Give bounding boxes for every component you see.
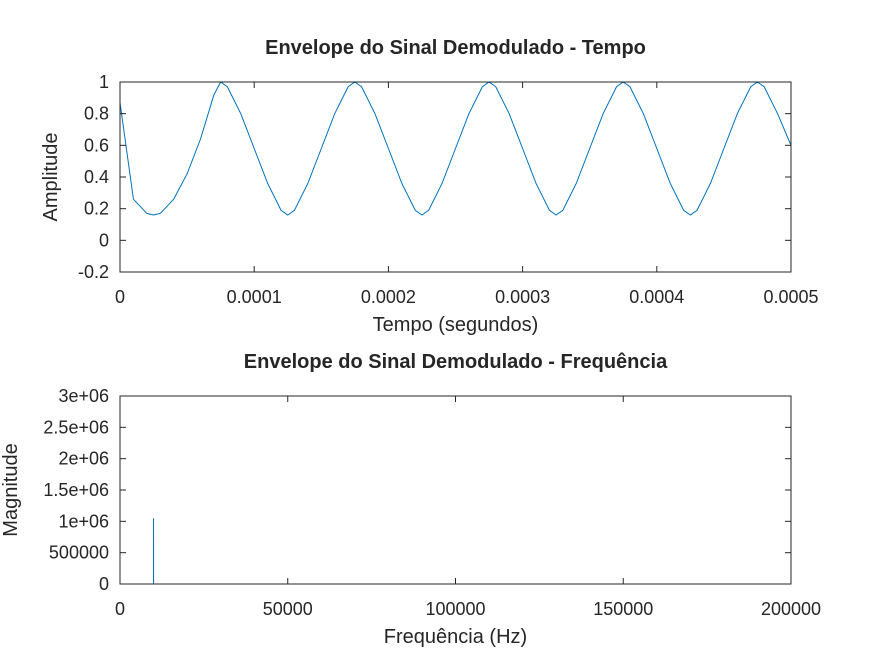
x-tick-label: 0.0004 (629, 287, 684, 307)
y-tick-label: 0 (99, 574, 109, 594)
x-tick-label: 0.0003 (495, 287, 550, 307)
y-tick-label: 0 (99, 230, 109, 250)
y-tick-label: 0.8 (84, 104, 109, 124)
y-tick-label: 3e+06 (58, 386, 109, 406)
y-tick-label: 1 (99, 72, 109, 92)
time-domain-plot: Envelope do Sinal Demodulado - Tempo 0 0.0… (40, 37, 819, 336)
y-axis-label: Magnitude (0, 443, 22, 536)
y-tick-label: 1e+06 (58, 511, 109, 531)
y-tick-label: 0.6 (84, 135, 109, 155)
x-tick-label: 0.0005 (763, 287, 818, 307)
series-line (119, 396, 791, 585)
x-tick-label: 100000 (425, 599, 485, 619)
y-tick-label: 2e+06 (58, 449, 109, 469)
x-tick-label: 50000 (263, 599, 313, 619)
y-tick-label: 0.2 (84, 199, 109, 219)
y-tick-label: 0.4 (84, 167, 109, 187)
x-tick-label: 0 (115, 599, 125, 619)
y-tick-label: 1.5e+06 (43, 480, 109, 500)
x-axis-label: Frequência (Hz) (384, 626, 527, 648)
axes-frame (119, 395, 792, 585)
y-tick-label: 500000 (49, 543, 109, 563)
series-line (119, 81, 792, 216)
chart-title: Envelope do Sinal Demodulado - Frequênci… (244, 351, 668, 373)
y-axis-label: Amplitude (40, 133, 62, 222)
x-tick-label: 0.0002 (361, 287, 416, 307)
frequency-domain-plot: Envelope do Sinal Demodulado - Frequênci… (0, 351, 821, 648)
y-tick-label: 2.5e+06 (43, 417, 109, 437)
x-tick-label: 0.0001 (227, 287, 282, 307)
x-tick-label: 0 (115, 287, 125, 307)
x-tick-label: 150000 (593, 599, 653, 619)
chart-title: Envelope do Sinal Demodulado - Tempo (265, 37, 646, 59)
x-axis-label: Tempo (segundos) (373, 314, 539, 336)
x-tick-label: 200000 (761, 599, 821, 619)
y-tick-label: -0.2 (78, 262, 109, 282)
axes-frame (119, 81, 792, 273)
